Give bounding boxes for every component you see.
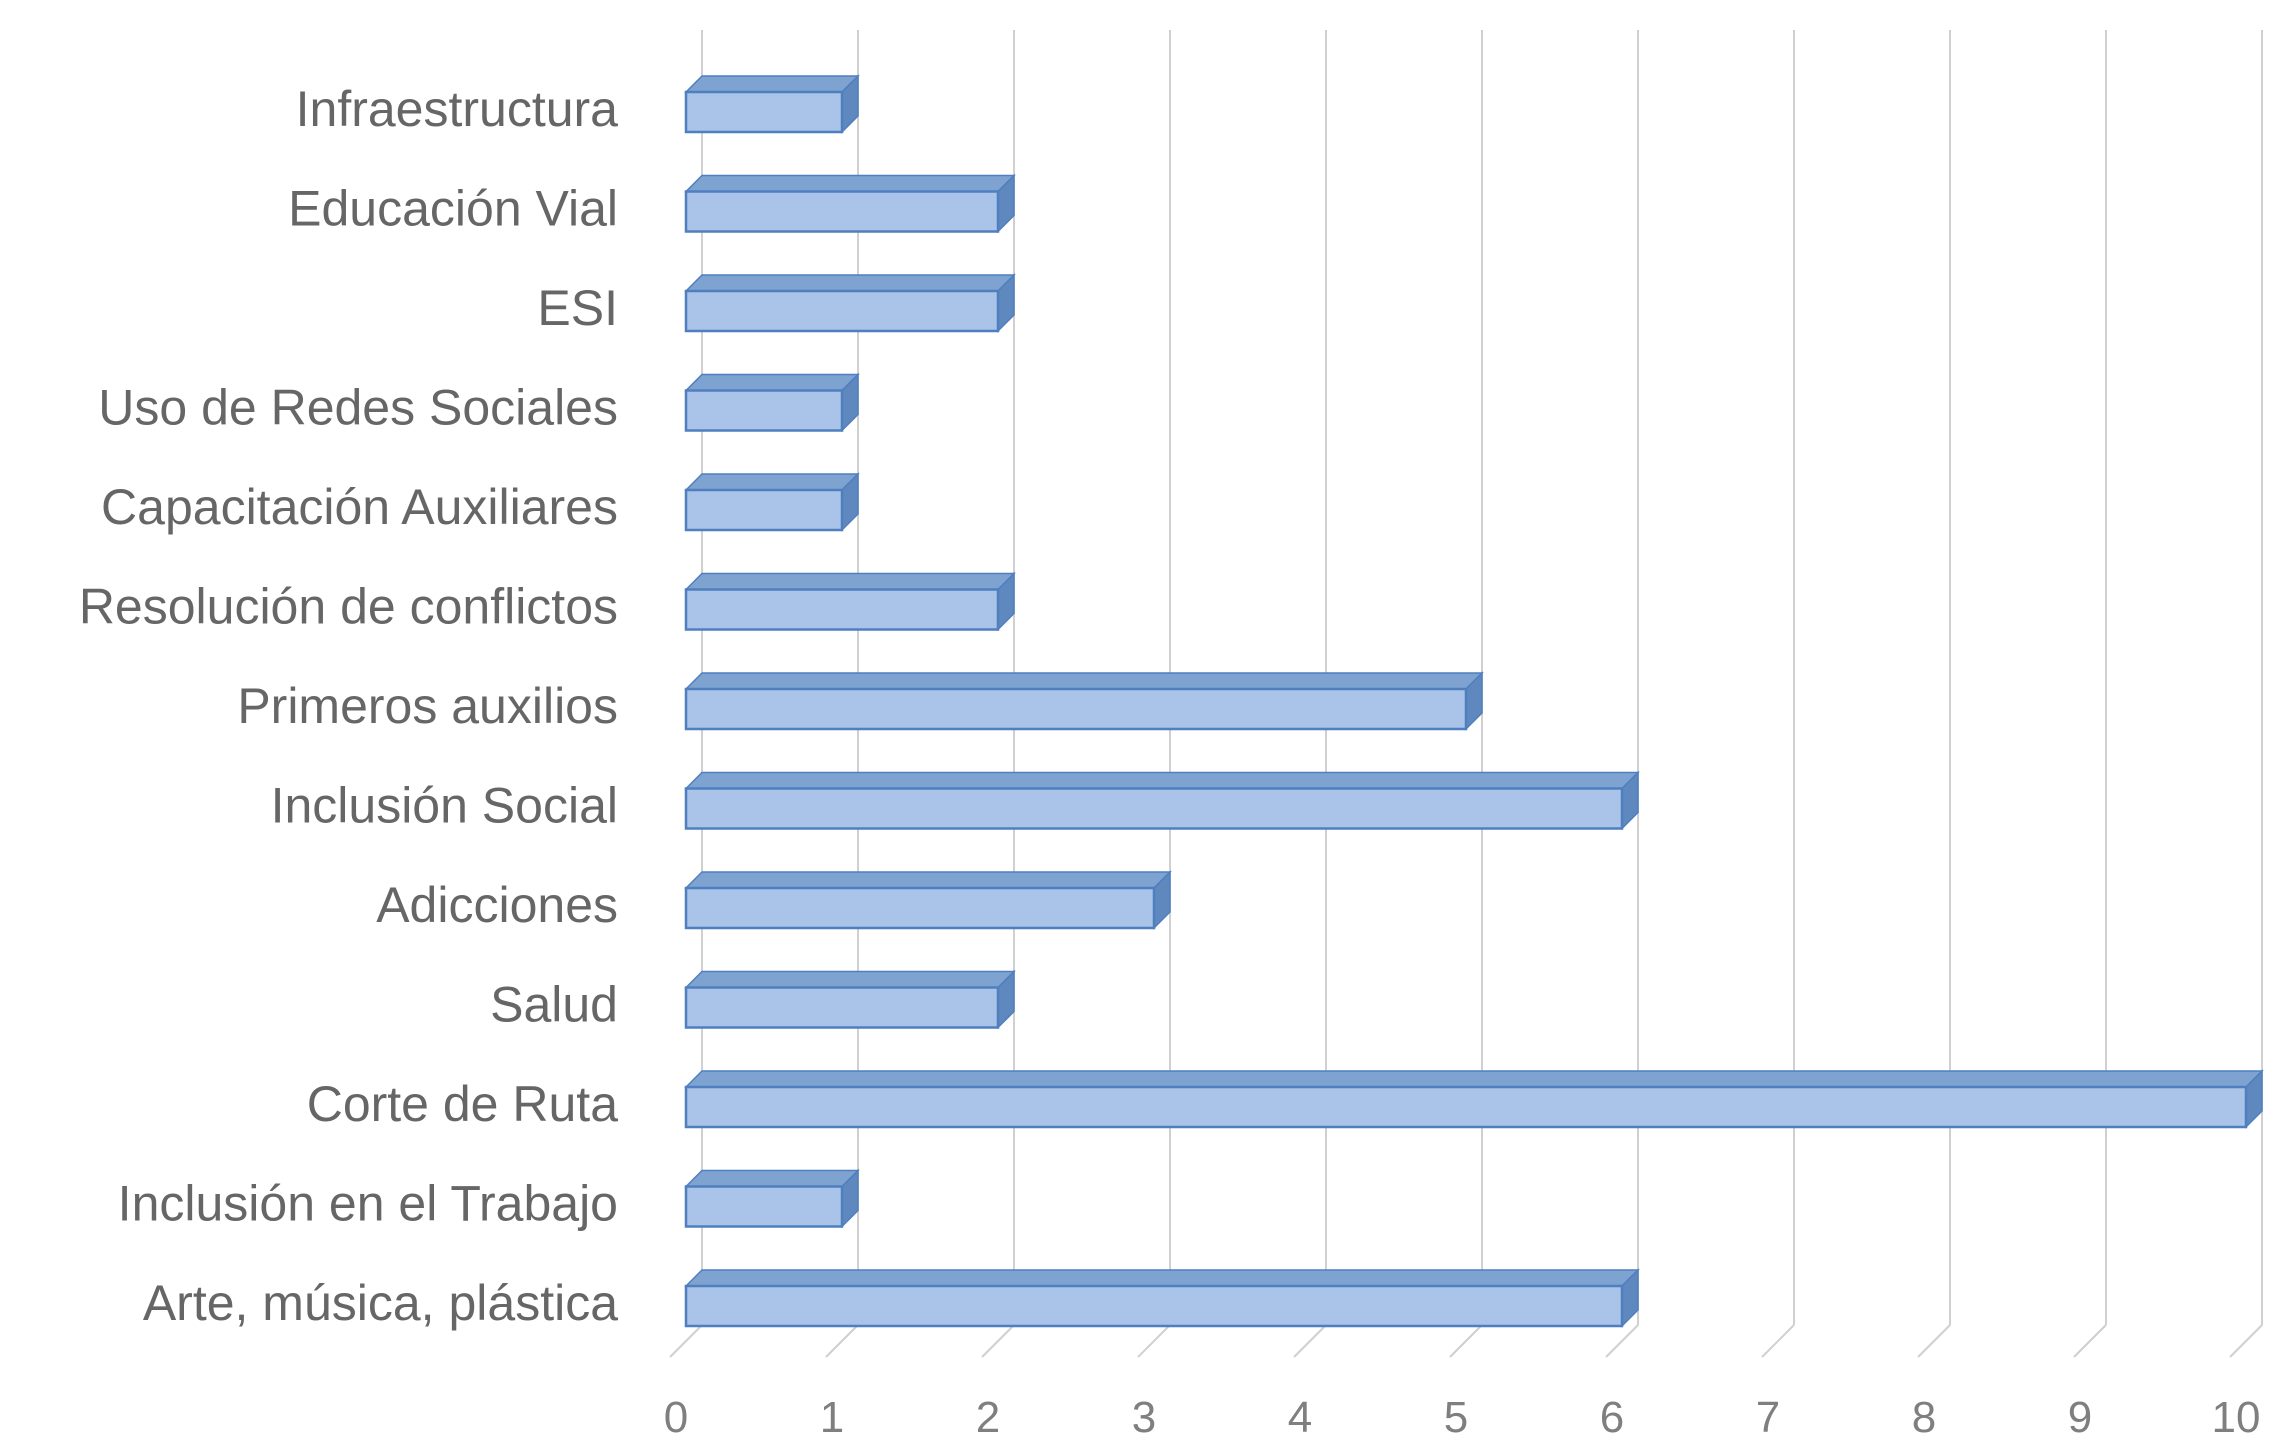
bar-front-face xyxy=(684,986,1000,1029)
bar-front-face xyxy=(684,190,1000,233)
bar xyxy=(684,770,1640,831)
bar-top-face xyxy=(684,1169,860,1188)
bar-top-face xyxy=(684,1070,2264,1088)
bar-top-face xyxy=(684,473,860,491)
category-label: Capacitación Auxiliares xyxy=(101,479,618,535)
category-label: Infraestructura xyxy=(296,81,619,137)
category-label: Adicciones xyxy=(376,877,618,933)
bar xyxy=(684,1069,2264,1129)
bar-front-face xyxy=(684,389,844,432)
bar-front-face xyxy=(684,1185,844,1228)
x-tick-label: 6 xyxy=(1600,1393,1624,1442)
x-tick-label: 8 xyxy=(1912,1393,1936,1442)
grid-floor-line xyxy=(2073,1324,2107,1358)
category-label: ESI xyxy=(537,280,618,336)
bar xyxy=(684,571,1016,632)
category-label: Resolución de conflictos xyxy=(79,579,618,635)
bar xyxy=(684,372,860,433)
grid-floor-line xyxy=(2229,1324,2263,1358)
category-labels: Infraestructura Educación Vial ESI Uso de R… xyxy=(79,81,618,1331)
x-tick-label: 0 xyxy=(664,1393,688,1442)
bar-front-face xyxy=(684,1284,1624,1328)
bar xyxy=(684,870,1172,930)
bar-front-face xyxy=(684,588,1000,631)
bar-top-face xyxy=(684,672,1484,690)
bar-front-face xyxy=(684,90,844,134)
bar-top-face xyxy=(684,970,1016,989)
grid-floor-line xyxy=(1761,1324,1795,1358)
bar-top-face xyxy=(684,871,1172,889)
category-label: Salud xyxy=(490,977,618,1033)
x-tick-label: 10 xyxy=(2212,1393,2261,1442)
bar-top-face xyxy=(684,1269,1640,1287)
grid-floor-line xyxy=(669,1324,703,1358)
grid-floor-line xyxy=(1605,1324,1639,1358)
bar-top-face xyxy=(684,572,1016,591)
bar-front-face xyxy=(684,289,1000,333)
bar xyxy=(684,1168,860,1229)
bar-top-face xyxy=(684,274,1016,292)
grid-floor-line xyxy=(1137,1324,1171,1358)
bar-top-face xyxy=(684,174,1016,193)
category-label: Inclusión en el Trabajo xyxy=(118,1176,618,1232)
grid-floor-line xyxy=(1293,1324,1327,1358)
bar xyxy=(684,472,860,532)
bar-front-face xyxy=(684,488,844,532)
bar-front-face xyxy=(684,1085,2248,1129)
bars xyxy=(684,74,2264,1328)
bar xyxy=(684,173,1016,234)
x-tick-label: 7 xyxy=(1756,1393,1780,1442)
bar xyxy=(684,969,1016,1030)
bar xyxy=(684,273,1016,333)
x-tick-label: 2 xyxy=(976,1393,1000,1442)
bar xyxy=(684,671,1484,731)
x-tick-label: 5 xyxy=(1444,1393,1468,1442)
x-axis-tick-labels: 0 1 2 3 4 5 6 7 8 9 10 xyxy=(664,1393,2261,1442)
category-label: Primeros auxilios xyxy=(237,678,618,734)
x-tick-label: 1 xyxy=(820,1393,844,1442)
category-label: Corte de Ruta xyxy=(307,1076,618,1132)
bar-top-face xyxy=(684,771,1640,790)
grid-floor-line xyxy=(1917,1324,1951,1358)
x-tick-label: 9 xyxy=(2068,1393,2092,1442)
bar-top-face xyxy=(684,75,860,93)
category-label: Uso de Redes Sociales xyxy=(98,380,618,436)
bar-front-face xyxy=(684,687,1468,731)
bar xyxy=(684,1268,1640,1328)
grid-floor-line xyxy=(825,1324,859,1358)
category-label: Arte, música, plástica xyxy=(143,1275,618,1331)
category-label: Inclusión Social xyxy=(271,778,618,834)
bar xyxy=(684,74,860,134)
category-label: Educación Vial xyxy=(288,181,618,237)
bar-top-face xyxy=(684,373,860,392)
bar-front-face xyxy=(684,886,1156,930)
bar-front-face xyxy=(684,787,1624,830)
grid-floor-line xyxy=(1449,1324,1483,1358)
x-tick-label: 3 xyxy=(1132,1393,1156,1442)
x-tick-label: 4 xyxy=(1288,1393,1312,1442)
grid-floor-line xyxy=(981,1324,1015,1358)
